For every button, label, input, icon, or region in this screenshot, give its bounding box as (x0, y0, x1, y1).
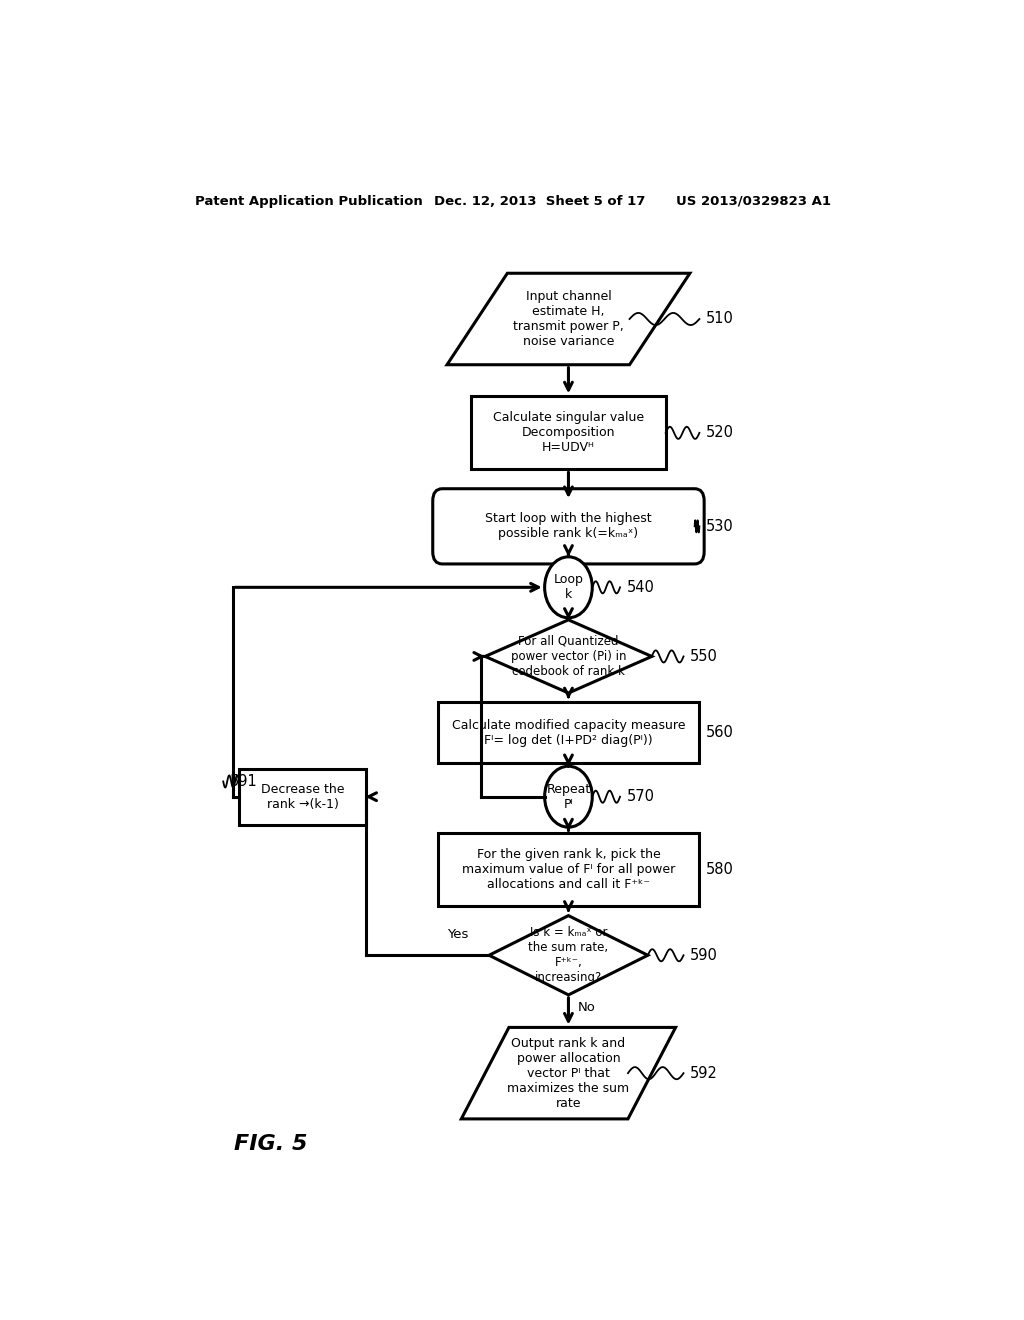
Text: US 2013/0329823 A1: US 2013/0329823 A1 (676, 194, 830, 207)
Polygon shape (447, 273, 690, 364)
Text: Dec. 12, 2013  Sheet 5 of 17: Dec. 12, 2013 Sheet 5 of 17 (433, 194, 645, 207)
Text: 540: 540 (627, 579, 654, 595)
Text: Yes: Yes (446, 928, 468, 941)
Text: For the given rank k, pick the
maximum value of Fᴵ for all power
allocations and: For the given rank k, pick the maximum v… (462, 849, 675, 891)
Bar (471, 396, 666, 470)
Text: 510: 510 (706, 312, 733, 326)
Circle shape (545, 766, 592, 828)
Text: 570: 570 (627, 789, 654, 804)
Text: 520: 520 (706, 425, 734, 441)
Text: 550: 550 (690, 649, 718, 664)
Text: 530: 530 (706, 519, 733, 533)
Text: Repeat
Pᴵ: Repeat Pᴵ (547, 783, 591, 810)
Bar (437, 702, 699, 763)
Text: Calculate singular value
Decomposition
H=UDVᴴ: Calculate singular value Decomposition H… (493, 412, 644, 454)
FancyBboxPatch shape (433, 488, 705, 564)
Circle shape (545, 557, 592, 618)
Text: No: No (578, 1001, 596, 1014)
Bar (437, 833, 699, 907)
Text: 592: 592 (690, 1065, 718, 1081)
Polygon shape (489, 916, 648, 995)
Text: Start loop with the highest
possible rank k(=kₘₐˣ): Start loop with the highest possible ran… (485, 512, 651, 540)
Text: 591: 591 (229, 774, 257, 789)
Polygon shape (462, 1027, 676, 1119)
Text: Loop
k: Loop k (554, 573, 584, 602)
Polygon shape (485, 620, 652, 693)
Text: 560: 560 (706, 725, 733, 741)
Text: FIG. 5: FIG. 5 (234, 1134, 307, 1154)
Text: Output rank k and
power allocation
vector Pᴵ that
maximizes the sum
rate: Output rank k and power allocation vecto… (507, 1036, 630, 1110)
Text: Is k = kₘₐˣ or
the sum rate,
F⁺ᵏ⁻,
increasing?: Is k = kₘₐˣ or the sum rate, F⁺ᵏ⁻, incre… (528, 927, 608, 985)
Text: 580: 580 (706, 862, 733, 878)
Text: For all Quantized
power vector (Pi) in
codebook of rank k: For all Quantized power vector (Pi) in c… (511, 635, 627, 678)
Text: Calculate modified capacity measure
Fᴵ= log det (I+PD² diag(Pᴵ)): Calculate modified capacity measure Fᴵ= … (452, 718, 685, 747)
Text: Decrease the
rank →(k-1): Decrease the rank →(k-1) (261, 783, 344, 810)
Bar (240, 768, 367, 825)
Text: Patent Application Publication: Patent Application Publication (196, 194, 423, 207)
Text: Input channel
estimate H,
transmit power P,
noise variance: Input channel estimate H, transmit power… (513, 290, 624, 348)
Text: 590: 590 (690, 948, 718, 962)
